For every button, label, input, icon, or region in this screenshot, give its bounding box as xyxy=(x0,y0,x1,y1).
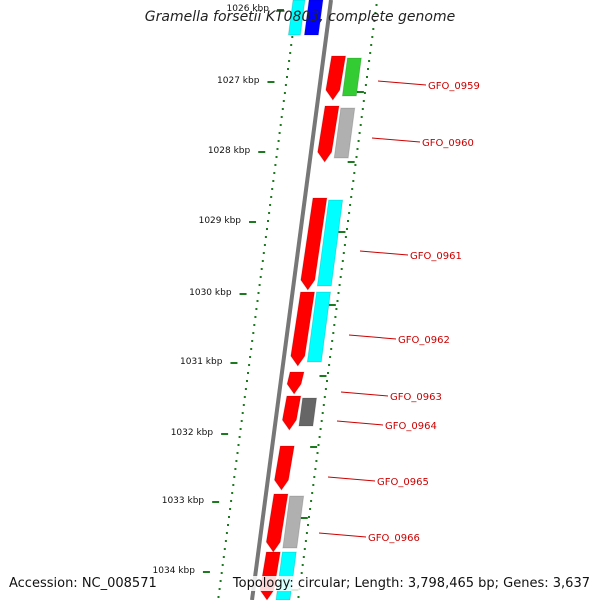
gene-label: GFO_0963 xyxy=(390,392,442,403)
inner-tick-ring xyxy=(217,4,298,598)
gene-leader-line xyxy=(318,532,367,538)
gene-label: GFO_0966 xyxy=(368,533,420,544)
gene-arrow xyxy=(300,197,328,291)
kbp-label: 1030 kbp xyxy=(189,288,232,298)
kbp-label: 1032 kbp xyxy=(171,428,214,438)
gene-label: GFO_0960 xyxy=(422,138,474,149)
gene-partial-top-blue xyxy=(303,0,324,36)
kbp-label: 1028 kbp xyxy=(208,146,251,156)
topology-text: Topology: circular; Length: 3,798,465 bp… xyxy=(232,576,590,591)
gene-label: GFO_0965 xyxy=(377,477,429,488)
gene-leader-line xyxy=(327,476,376,482)
kbp-label: 1033 kbp xyxy=(162,496,205,506)
gene-leader-line xyxy=(340,391,389,397)
gene-partial-top-cyan xyxy=(287,0,306,36)
gene-leader-line xyxy=(371,137,421,143)
gene-leader-line xyxy=(336,420,384,426)
gene-companion xyxy=(316,199,344,287)
gene-arrow xyxy=(325,55,347,101)
kbp-label: 1034 kbp xyxy=(153,566,196,576)
gene-arrow xyxy=(290,291,316,367)
gene-label: GFO_0962 xyxy=(398,335,450,346)
gene-leader-line xyxy=(377,80,427,86)
kbp-label: 1029 kbp xyxy=(199,216,242,226)
gene-companion xyxy=(341,57,362,97)
gene-leader-line xyxy=(348,334,397,340)
gene-companion xyxy=(298,397,318,427)
gene-arrow xyxy=(265,493,289,553)
gene-arrow xyxy=(281,395,302,431)
kbp-label: 1026 kbp xyxy=(227,4,270,14)
gene-label: GFO_0961 xyxy=(410,251,462,262)
kbp-label: 1031 kbp xyxy=(180,357,223,367)
gene-companion xyxy=(306,291,332,363)
gene-arrow xyxy=(286,371,305,395)
genome-backbone xyxy=(250,0,333,600)
kbp-label: 1027 kbp xyxy=(217,76,260,86)
gene-companion xyxy=(333,107,356,159)
gene-label: GFO_0959 xyxy=(428,81,480,92)
gene-leader-line xyxy=(359,250,409,256)
genome-title: Gramella forsetii KT0803, complete genom… xyxy=(144,9,456,25)
gene-arrow xyxy=(317,105,340,163)
gene-companion xyxy=(282,495,305,549)
accession-text: Accession: NC_008571 xyxy=(9,576,157,591)
gene-label: GFO_0964 xyxy=(385,421,437,432)
gene-arrow xyxy=(273,445,295,491)
